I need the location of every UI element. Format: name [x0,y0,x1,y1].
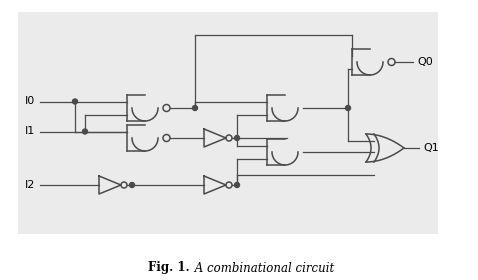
Text: Q0: Q0 [417,57,433,67]
Circle shape [73,99,77,104]
Text: A combinational circuit: A combinational circuit [191,262,334,274]
Bar [18,12,438,234]
Circle shape [235,136,239,141]
Circle shape [346,106,350,111]
Circle shape [235,183,239,188]
Text: Q1: Q1 [423,143,439,153]
Circle shape [193,106,197,111]
Text: I0: I0 [25,97,35,106]
Circle shape [130,183,134,188]
Text: I1: I1 [25,127,35,137]
Circle shape [83,129,87,134]
Text: Fig. 1.: Fig. 1. [148,262,190,274]
Text: I2: I2 [25,180,35,190]
